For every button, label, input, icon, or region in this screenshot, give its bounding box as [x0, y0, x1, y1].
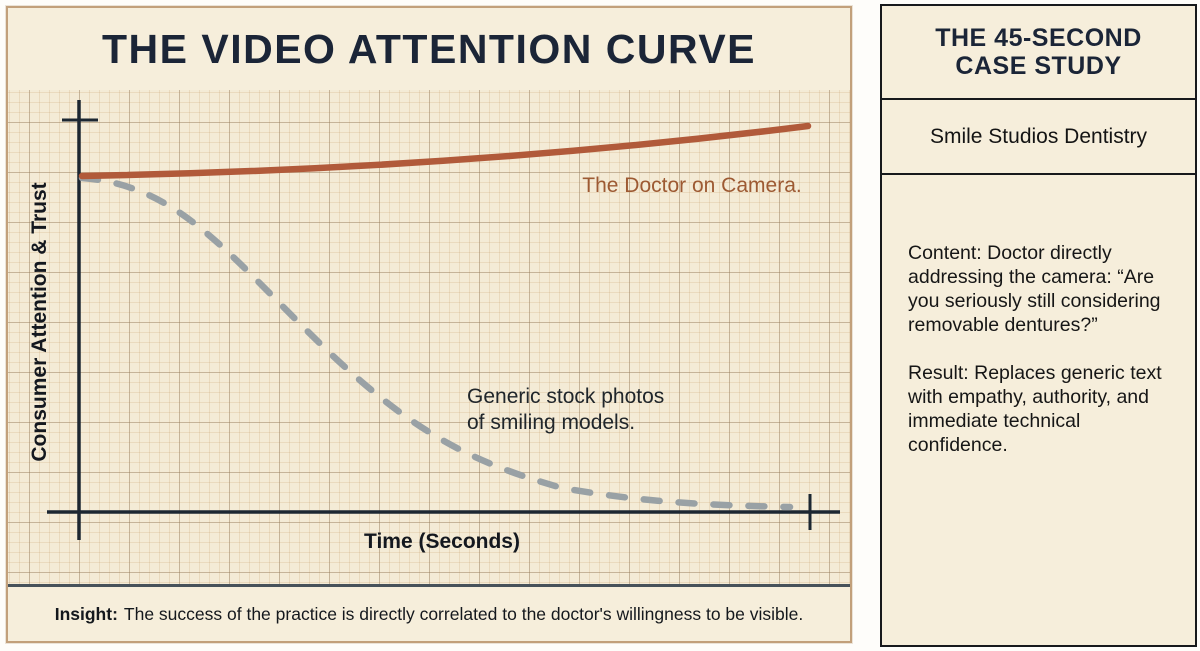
doctor-curve-label: The Doctor on Camera.	[582, 174, 801, 197]
content-paragraph: Content: Doctor directly addressing the …	[908, 242, 1161, 336]
page-title: THE VIDEO ATTENTION CURVE	[101, 25, 757, 72]
x-axis-label: Time (Seconds)	[364, 530, 520, 553]
case-study-body: Content: Doctor directly addressing the …	[882, 175, 1195, 645]
doctor-curve-line	[78, 122, 812, 180]
panel-title-row: THE VIDEO ATTENTION CURVE	[8, 8, 850, 90]
stock-curve-label-line2: of smiling models.	[467, 411, 635, 434]
attention-chart-svg: The Doctor on Camera. Generic stock phot…	[28, 100, 840, 553]
client-name: Smile Studios Dentistry	[882, 100, 1195, 175]
case-study-title-line2: CASE STUDY	[955, 52, 1122, 80]
case-study-title-line1: THE 45-SECOND	[935, 24, 1142, 52]
attention-curve-panel: THE VIDEO ATTENTION CURVE The Doctor on …	[6, 6, 852, 643]
result-paragraph: Result: Replaces generic text with empat…	[908, 362, 1162, 456]
y-axis-label: Consumer Attention & Trust	[28, 182, 51, 461]
stock-photos-curve-line	[78, 174, 794, 511]
stock-curve-label-line1: Generic stock photos	[467, 385, 664, 408]
insight-bar: Insight: The success of the practice is d…	[8, 584, 850, 641]
insight-label: Insight:	[54, 603, 118, 624]
attention-chart: The Doctor on Camera. Generic stock phot…	[8, 90, 850, 584]
insight-text: The success of the practice is directly …	[123, 603, 804, 624]
case-study-header: THE 45-SECOND CASE STUDY	[882, 6, 1195, 100]
case-study-card: THE 45-SECOND CASE STUDY Smile Studios D…	[880, 4, 1197, 647]
